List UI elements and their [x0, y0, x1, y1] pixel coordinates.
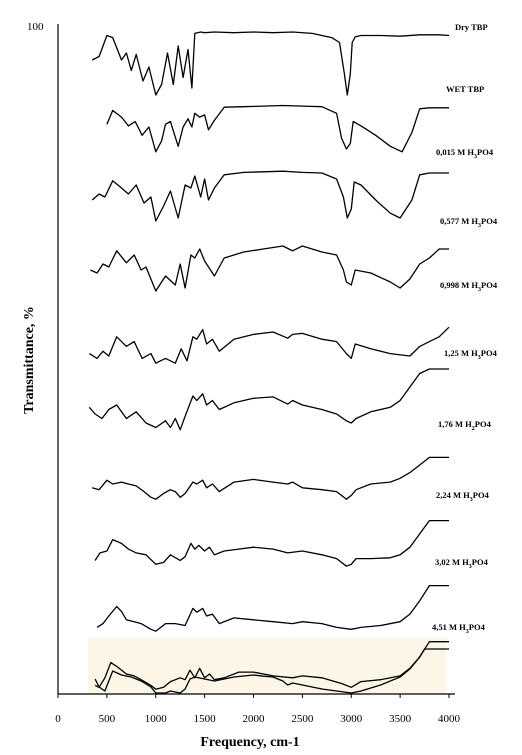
highlight-band: [88, 638, 446, 694]
spectrum-line-8: [94, 519, 449, 567]
series-label-9: 3,02 M H3PO4: [435, 557, 489, 570]
x-tick-label-1000: 1000: [145, 713, 168, 725]
series-layer: [88, 31, 450, 694]
spectrum-line-3: [91, 170, 449, 222]
spectrum-line-9: [96, 584, 449, 632]
y-top-tick-label: 100: [27, 21, 44, 33]
x-tick-label-3500: 3500: [389, 713, 412, 725]
series-label-6: 1,25 M H3PO4: [444, 348, 498, 361]
series-label-8: 2,24 M H3PO4: [436, 490, 490, 503]
x-tick-layer: 0 500 1000 1500 2000 2500 3000 3500 4000: [55, 694, 461, 725]
x-tick-label-4000: 4000: [438, 713, 461, 725]
spectrum-line-11: [94, 648, 449, 694]
spectrum-line-6: [88, 368, 449, 431]
spectrum-line-1: [91, 31, 450, 96]
series-label-3: 0,015 M H3PO4: [436, 147, 494, 160]
x-tick-label-2000: 2000: [243, 713, 266, 725]
series-label-layer: Dry TBP WET TBP 0,015 M H3PO4 0,577 M H3PO4…: [432, 22, 498, 635]
x-tick-label-1500: 1500: [194, 713, 217, 725]
spectrum-line-5: [88, 326, 450, 364]
x-tick-label-0: 0: [55, 713, 61, 725]
series-label-7: 1,76 M H2PO4: [438, 419, 492, 432]
spectrum-line-2: [106, 104, 449, 153]
x-tick-label-3000: 3000: [340, 713, 363, 725]
series-label-1: Dry TBP: [455, 22, 488, 32]
spectrum-line-7: [92, 456, 449, 500]
y-axis-title: Transmittance, %: [22, 306, 37, 414]
series-label-2: WET TBP: [446, 84, 484, 94]
series-label-5: 0,998 M H3PO4: [440, 280, 498, 293]
spectrum-line-4: [90, 245, 449, 292]
series-label-4: 0,577 M H3PO4: [440, 216, 498, 229]
x-tick-label-2500: 2500: [291, 713, 314, 725]
series-label-10: 4,51 M H3PO4: [432, 622, 486, 635]
x-tick-label-500: 500: [99, 713, 116, 725]
spectrum-line-10: [94, 641, 449, 690]
x-axis-title: Frequency, cm-1: [200, 735, 299, 750]
